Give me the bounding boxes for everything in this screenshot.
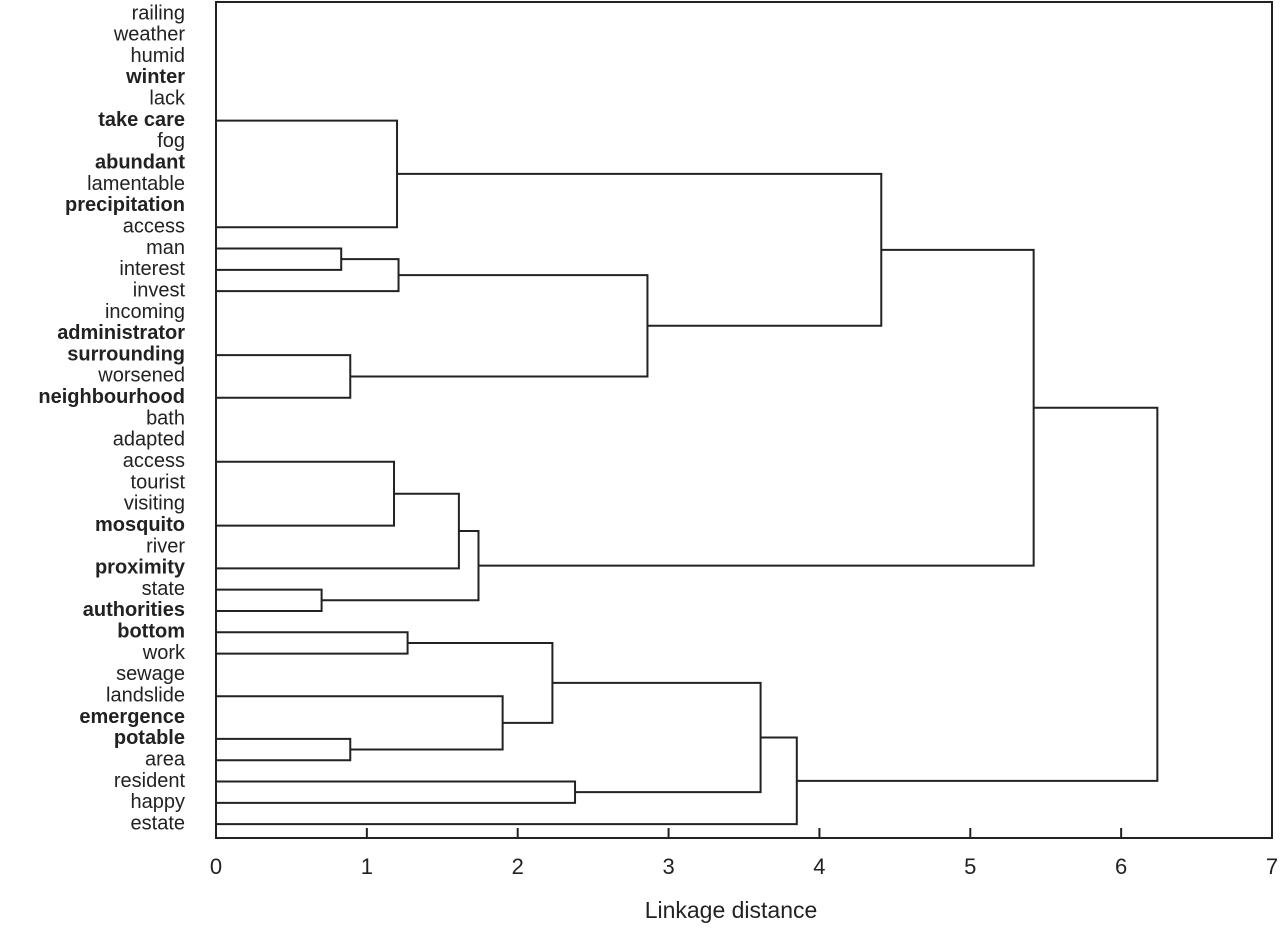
dendrogram-link (350, 274, 649, 378)
leaf-label: visiting (124, 493, 185, 515)
dendrogram-link (216, 695, 504, 751)
dendrogram-link (407, 641, 554, 724)
plot-frame (215, 1, 1273, 839)
leaf-label: bottom (117, 621, 185, 643)
x-tick-label: 2 (512, 854, 524, 879)
leaf-label: resident (114, 770, 186, 792)
leaf-label: neighbourhood (38, 386, 185, 408)
x-tick-label: 7 (1266, 854, 1278, 879)
leaf-label: railing (132, 2, 185, 24)
leaf-label: worsened (97, 365, 185, 387)
dendrogram-link (216, 780, 577, 804)
leaf-label: potable (114, 727, 185, 749)
leaf-label: invest (133, 279, 186, 301)
leaf-label: proximity (95, 557, 186, 579)
leaf-label: mosquito (95, 514, 185, 536)
dendrogram-link (216, 247, 343, 271)
leaf-label: incoming (105, 301, 185, 323)
leaf-label: lack (149, 88, 186, 110)
x-tick-label: 1 (361, 854, 373, 879)
leaf-label: adapted (113, 429, 185, 451)
leaf-label: weather (113, 24, 185, 46)
leaf-label: happy (131, 791, 186, 813)
leaf-label: state (142, 578, 185, 600)
leaf-label: authorities (83, 599, 185, 621)
leaf-label: surrounding (67, 343, 185, 365)
dendrogram-link (478, 248, 1035, 567)
leaf-label: lamentable (87, 173, 185, 195)
leaf-label: humid (131, 45, 185, 67)
leaf-label: area (145, 748, 186, 770)
leaf-label: tourist (131, 471, 186, 493)
leaf-label: landslide (106, 685, 185, 707)
leaf-label: bath (146, 407, 185, 429)
x-axis-label: Linkage distance (645, 897, 818, 923)
dendrogram-link (216, 492, 460, 570)
leaf-label: abundant (95, 152, 185, 174)
dendrogram-link (216, 460, 396, 527)
dendrogram-link (216, 354, 352, 399)
leaf-label: precipitation (65, 194, 185, 216)
x-tick-label: 4 (813, 854, 825, 879)
leaf-label: estate (131, 812, 185, 834)
leaf-label: work (142, 642, 186, 664)
leaf-label: access (123, 450, 185, 472)
dendrogram-link (321, 530, 480, 602)
leaf-label: take care (98, 109, 185, 131)
dendrogram-link (216, 737, 352, 762)
dendrogram-link (397, 172, 883, 327)
x-tick-label: 5 (964, 854, 976, 879)
x-tick-label: 3 (662, 854, 674, 879)
dendrogram-link (216, 631, 409, 655)
leaf-label: sewage (116, 663, 185, 685)
dendrogram-link (216, 119, 399, 229)
leaf-label: man (146, 237, 185, 259)
leaf-label: administrator (57, 322, 185, 344)
leaf-label: fog (157, 130, 185, 152)
dendrogram-link (552, 681, 762, 794)
x-tick-label: 6 (1115, 854, 1127, 879)
leaf-label: winter (125, 66, 185, 88)
dendrogram-link (216, 258, 400, 293)
leaf-label: emergence (79, 706, 185, 728)
x-tick-label: 0 (210, 854, 222, 879)
leaf-label: access (123, 215, 185, 237)
leaf-label: interest (119, 258, 185, 280)
leaf-label: river (146, 535, 185, 557)
dendrogram-link (216, 588, 323, 612)
dendrogram-link (796, 406, 1159, 782)
